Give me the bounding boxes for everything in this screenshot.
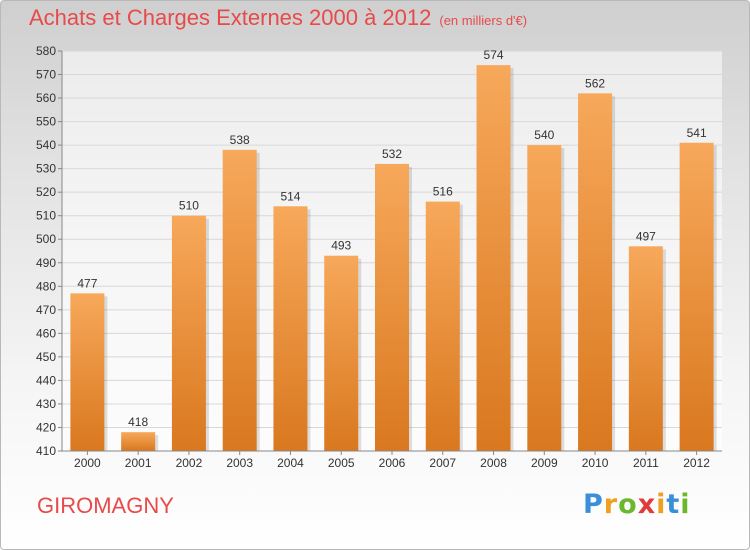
logo-letter: i (680, 489, 691, 520)
x-tick-label: 2002 (176, 456, 203, 470)
data-label: 516 (433, 185, 453, 199)
x-tick-label: 2012 (683, 456, 710, 470)
bar (171, 215, 206, 451)
x-tick-label: 2008 (480, 456, 507, 470)
x-axis: 2000 2001 2002 2003 2004 2005 2006 2007 2008 2009… (62, 450, 722, 470)
data-label: 574 (484, 48, 504, 62)
y-tick-label: 470 (36, 303, 56, 317)
data-label: 538 (230, 133, 250, 147)
y-tick-label: 440 (36, 373, 56, 387)
y-tick-label: 540 (36, 138, 56, 152)
bar (578, 93, 613, 452)
location-name: GIROMAGNY (37, 493, 174, 518)
bar (679, 142, 714, 451)
data-labels: 477 418 510 538 514 493 532 516 574 540 562 497 541 (77, 48, 707, 429)
x-tick-label: 2004 (277, 456, 304, 470)
bar (425, 201, 460, 451)
bar (476, 65, 511, 451)
bar (121, 432, 156, 451)
bar (527, 145, 562, 451)
data-label: 532 (382, 147, 402, 161)
data-label: 541 (687, 126, 707, 140)
chart-unit-label: (en milliers d'€) (439, 13, 528, 28)
x-tick-label: 2006 (379, 456, 406, 470)
bars (70, 65, 717, 452)
logo-letter: i (656, 489, 667, 520)
y-tick-label: 500 (36, 232, 56, 246)
bar (70, 293, 105, 451)
bar (273, 206, 308, 451)
logo-letter: t (666, 489, 681, 520)
data-label: 510 (179, 199, 199, 213)
x-tick-label: 2000 (74, 456, 101, 470)
bar (628, 246, 663, 451)
y-tick-label: 560 (36, 91, 56, 105)
y-tick-label: 430 (36, 397, 56, 411)
bar (324, 255, 359, 451)
y-tick-label: 420 (36, 420, 56, 434)
y-tick-label: 530 (36, 162, 56, 176)
proxiti-logo: Proxiti (583, 489, 691, 520)
data-label: 493 (331, 239, 351, 253)
logo-letter: o (618, 489, 638, 520)
y-tick-label: 490 (36, 256, 56, 270)
data-label: 418 (128, 415, 148, 429)
y-tick-label: 460 (36, 326, 56, 340)
y-tick-label: 520 (36, 185, 56, 199)
data-label: 477 (77, 276, 97, 290)
x-tick-label: 2007 (429, 456, 456, 470)
x-tick-label: 2009 (531, 456, 558, 470)
data-label: 514 (280, 189, 300, 203)
y-tick-label: 570 (36, 68, 56, 82)
bar (222, 149, 257, 451)
y-tick-label: 450 (36, 350, 56, 364)
y-axis: 410 420 430 440 450 460 470 480 490 500 510 520 530 5… (36, 44, 63, 458)
logo-letter: P (583, 489, 604, 520)
x-tick-label: 2011 (633, 456, 659, 470)
chart-title-text: Achats et Charges Externes 2000 à 2012 (29, 5, 432, 30)
x-tick-label: 2010 (582, 456, 609, 470)
data-label: 562 (585, 76, 605, 90)
y-tick-label: 550 (36, 115, 56, 129)
bar (375, 163, 409, 452)
chart-title: Achats et Charges Externes 2000 à 2012 (e… (29, 5, 527, 31)
data-label: 497 (636, 229, 656, 243)
data-label: 540 (534, 128, 554, 142)
y-tick-label: 410 (36, 444, 56, 458)
logo-letter: x (637, 489, 657, 520)
y-tick-label: 480 (36, 279, 56, 293)
y-tick-label: 510 (36, 209, 56, 223)
x-tick-label: 2001 (125, 456, 152, 470)
x-tick-label: 2005 (328, 456, 355, 470)
logo-letter: r (603, 489, 619, 520)
x-tick-label: 2003 (226, 456, 253, 470)
y-tick-label: 580 (36, 44, 56, 58)
